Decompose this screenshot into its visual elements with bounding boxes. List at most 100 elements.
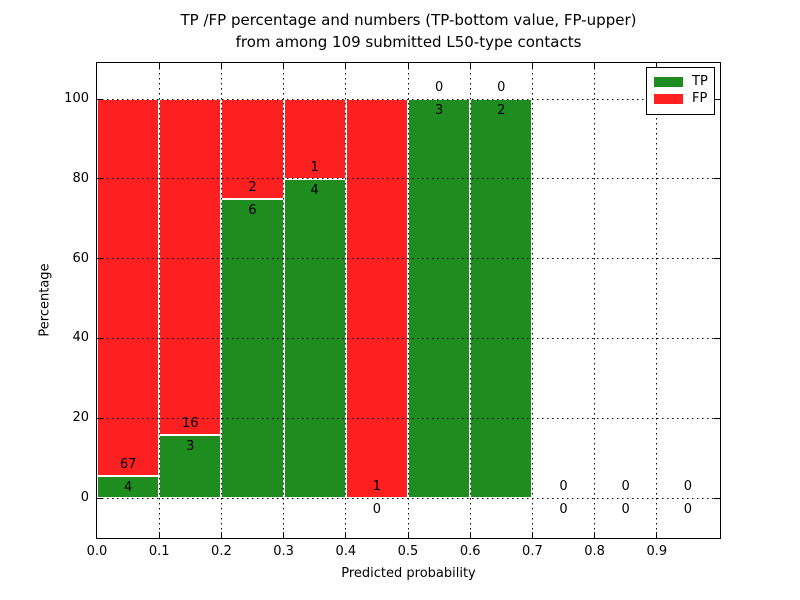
bar-segment-fp — [97, 99, 160, 476]
tp-count-label: 3 — [186, 439, 195, 454]
x-tick-top — [531, 63, 533, 69]
x-tick-label: 0.9 — [646, 544, 668, 559]
fp-count-label: 1 — [310, 159, 319, 175]
x-tick-label: 0.5 — [397, 544, 419, 559]
x-tick-label: 0.1 — [148, 544, 170, 559]
gridline-vertical — [594, 63, 596, 538]
tp-count-label: 6 — [248, 202, 257, 218]
x-tick-top — [656, 63, 658, 69]
bar-segment-fp — [159, 99, 222, 435]
x-tick-bottom — [656, 532, 658, 538]
y-tick-right — [714, 258, 720, 260]
legend-label-tp: TP — [692, 74, 708, 89]
tp-count-label: 0 — [559, 502, 568, 517]
x-tick-bottom — [594, 532, 596, 538]
y-tick-label: 80 — [72, 170, 89, 186]
legend-swatch-tp — [654, 76, 683, 87]
tp-count-label: 4 — [310, 182, 319, 198]
y-tick-right — [714, 337, 720, 339]
x-tick-top — [283, 63, 285, 69]
bar-segment-tp — [159, 435, 222, 498]
x-tick-label: 0.3 — [273, 544, 294, 559]
gridline-vertical — [656, 63, 658, 538]
legend-item-tp: TP — [654, 73, 714, 90]
y-tick-left — [97, 337, 103, 339]
x-tick-label: 0.6 — [459, 544, 481, 559]
gridline-horizontal — [97, 337, 720, 339]
x-tick-label: 0.2 — [211, 544, 232, 559]
bar-segment-fp — [221, 99, 284, 199]
gridline-horizontal — [97, 178, 720, 180]
bar-segment-fp — [283, 99, 346, 179]
y-axis-label: Percentage — [38, 263, 53, 336]
x-tick-bottom — [407, 532, 409, 538]
y-tick-label: 100 — [64, 91, 89, 106]
legend: TP FP — [646, 67, 715, 115]
fp-count-label: 0 — [434, 80, 444, 95]
y-tick-left — [97, 98, 103, 100]
legend-item-fp: FP — [654, 90, 714, 107]
fp-count-label: 0 — [683, 479, 693, 494]
fp-count-label: 67 — [119, 456, 137, 472]
gridline-vertical — [407, 63, 409, 538]
x-tick-bottom — [158, 532, 160, 538]
y-tick-label: 20 — [72, 410, 89, 426]
gridline-horizontal — [97, 258, 720, 260]
fp-count-label: 0 — [497, 80, 506, 95]
y-tick-label: 40 — [72, 330, 89, 346]
tp-count-label: 3 — [434, 103, 444, 118]
gridline-vertical — [220, 63, 222, 538]
gridline-horizontal — [97, 98, 720, 100]
bar-segment-fp — [345, 99, 408, 498]
y-tick-right — [714, 178, 720, 180]
gridline-vertical — [345, 63, 347, 538]
fp-count-label: 1 — [372, 479, 382, 494]
fp-count-label: 0 — [621, 479, 630, 494]
gridline-horizontal — [97, 497, 720, 499]
x-tick-bottom — [220, 532, 222, 538]
tp-count-label: 4 — [123, 479, 133, 495]
x-tick-bottom — [531, 532, 533, 538]
y-tick-label: 60 — [72, 250, 89, 266]
x-axis-label: Predicted probability — [341, 566, 476, 581]
tp-count-label: 2 — [497, 103, 506, 118]
bar-segment-tp — [221, 198, 284, 498]
x-tick-label: 0.8 — [584, 544, 605, 559]
tp-count-label: 0 — [621, 502, 630, 517]
bar-segment-tp — [470, 99, 533, 498]
chart-title: TP /FP percentage and numbers (TP-bottom… — [96, 9, 721, 53]
x-tick-top — [469, 63, 471, 69]
fp-count-label: 16 — [182, 416, 199, 431]
gridline-vertical — [283, 63, 285, 538]
bar-segment-tp — [97, 475, 160, 498]
y-tick-right — [714, 417, 720, 419]
bar-segment-tp — [408, 99, 471, 498]
x-tick-label: 0.7 — [522, 544, 543, 559]
y-tick-right — [714, 98, 720, 100]
x-tick-bottom — [345, 532, 347, 538]
gridline-horizontal — [97, 417, 720, 419]
x-tick-top — [220, 63, 222, 69]
x-tick-label: 0.0 — [86, 544, 108, 559]
y-tick-label: 0 — [80, 490, 89, 505]
gridline-vertical — [531, 63, 533, 538]
gridline-vertical — [469, 63, 471, 538]
x-tick-label: 0.4 — [335, 544, 357, 559]
y-tick-left — [97, 258, 103, 260]
x-tick-bottom — [283, 532, 285, 538]
tp-count-label: 0 — [683, 502, 693, 517]
tp-count-label: 0 — [372, 502, 382, 517]
x-tick-top — [158, 63, 160, 69]
fp-count-label: 2 — [248, 179, 257, 195]
gridline-vertical — [158, 63, 160, 538]
y-tick-left — [97, 497, 103, 499]
y-tick-right — [714, 497, 720, 499]
chart-title-line1: TP /FP percentage and numbers (TP-bottom… — [180, 11, 637, 29]
fp-count-label: 0 — [559, 479, 568, 494]
chart-title-line2: from among 109 submitted L50-type contac… — [235, 33, 582, 51]
x-tick-top — [594, 63, 596, 69]
legend-label-fp: FP — [692, 91, 708, 106]
x-tick-top — [407, 63, 409, 69]
legend-swatch-fp — [654, 93, 683, 104]
